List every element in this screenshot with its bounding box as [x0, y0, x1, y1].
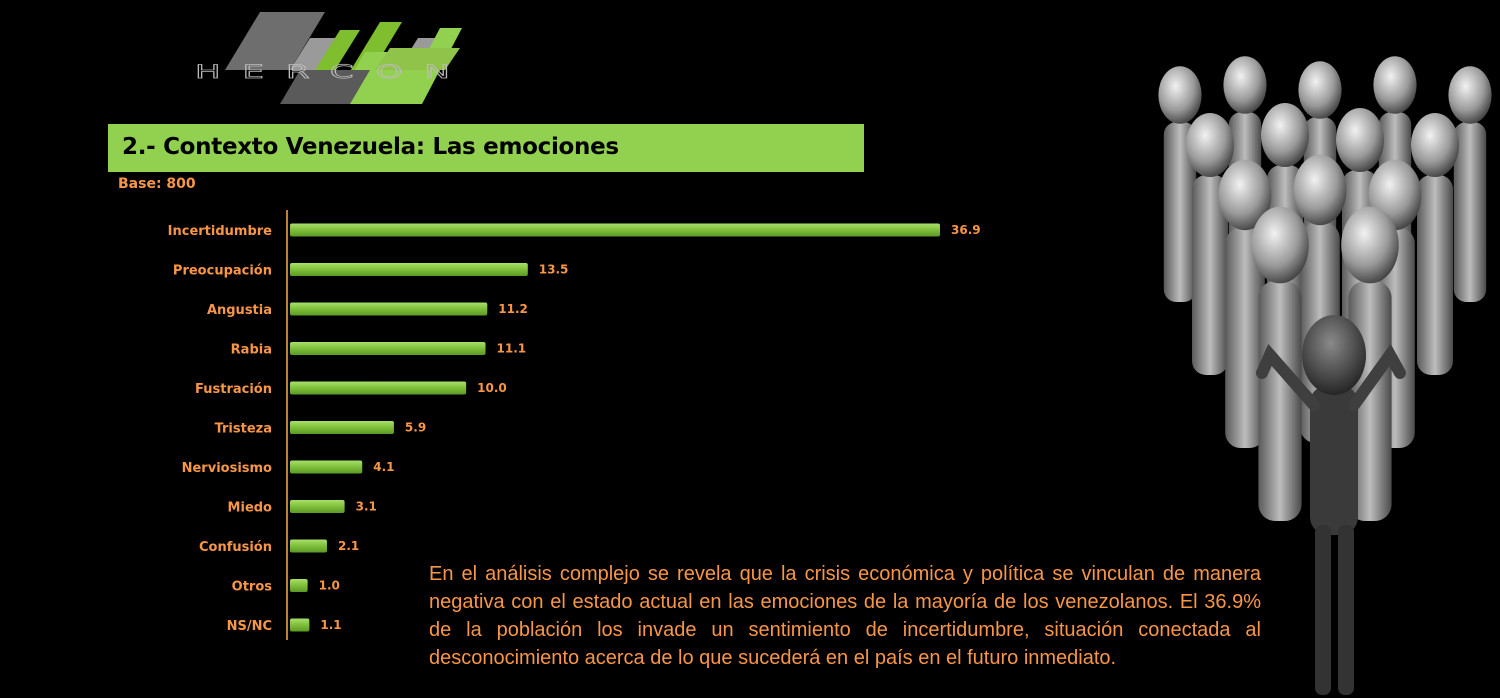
base-label: Base: 800 — [118, 176, 196, 192]
bar — [290, 579, 308, 592]
category-label: Nerviosismo — [182, 461, 272, 476]
hercon-logo: HERCON — [195, 12, 472, 104]
bar — [290, 381, 467, 395]
crowd-figure — [1186, 113, 1234, 375]
value-label: 11.2 — [498, 302, 528, 316]
value-label: 1.0 — [319, 579, 340, 593]
bar — [290, 223, 940, 237]
category-label: Miedo — [228, 501, 273, 516]
value-label: 11.1 — [497, 342, 527, 356]
category-label: Fustración — [195, 382, 272, 397]
bar — [290, 263, 528, 276]
category-label: Otros — [232, 580, 273, 595]
crowd-figure — [1158, 66, 1202, 302]
value-label: 36.9 — [951, 223, 981, 237]
value-label: 1.1 — [320, 618, 341, 632]
category-label: Incertidumbre — [168, 224, 273, 239]
foreground-figure — [1256, 315, 1406, 695]
svg-text:HERCON: HERCON — [195, 61, 472, 82]
title-bar: 2.- Contexto Venezuela: Las emociones — [108, 124, 864, 172]
category-label: Angustia — [207, 303, 272, 318]
value-label: 3.1 — [356, 500, 377, 514]
emotions-bar-chart: Incertidumbre 36.9 Preocupación 13.5 Angusti… — [168, 210, 981, 640]
bar — [290, 342, 486, 355]
page-title: 2.- Contexto Venezuela: Las emociones — [122, 134, 619, 160]
value-label: 10.0 — [477, 381, 507, 395]
crowd-illustration — [1158, 56, 1492, 695]
bar — [290, 460, 363, 474]
value-label: 2.1 — [338, 539, 359, 553]
bar — [290, 500, 345, 513]
bar — [290, 539, 327, 553]
category-label: Confusión — [199, 540, 272, 555]
category-label: Preocupación — [173, 264, 272, 279]
category-label: NS/NC — [227, 619, 272, 634]
analysis-paragraph: En el análisis complejo se revela que la… — [429, 563, 1261, 669]
crowd-figure — [1251, 206, 1309, 521]
category-label: Tristeza — [215, 422, 272, 437]
bar — [290, 618, 310, 632]
crowd-figure — [1448, 66, 1492, 302]
bar — [290, 421, 394, 434]
value-label: 5.9 — [405, 421, 426, 435]
crowd-figure — [1218, 159, 1272, 448]
crowd-figure — [1411, 113, 1459, 375]
bar — [290, 302, 488, 316]
category-label: Rabia — [231, 343, 272, 358]
value-label: 13.5 — [539, 263, 569, 277]
value-label: 4.1 — [373, 460, 394, 474]
